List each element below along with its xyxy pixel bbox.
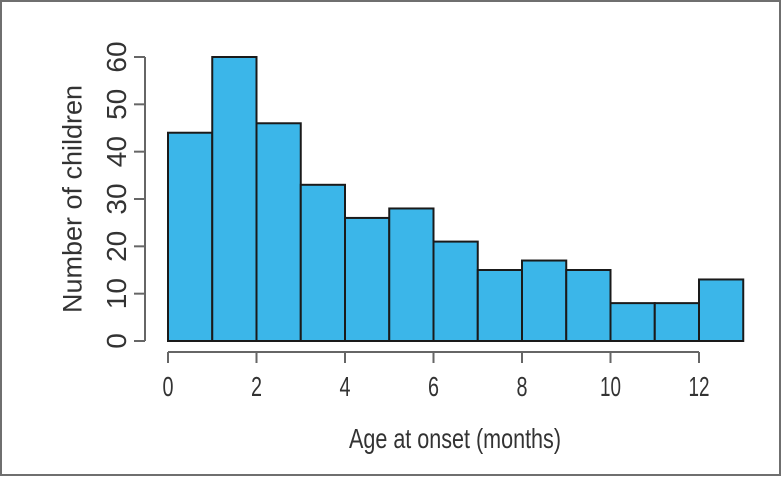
x-tick-label: 10 — [600, 371, 621, 402]
plot-area: 0 2 4 6 8 10 12 0 10 20 30 40 50 60 — [101, 41, 745, 402]
y-axis-title: Number of children — [57, 85, 87, 313]
histogram-bar — [565, 269, 612, 342]
x-tick-label: 8 — [517, 371, 528, 402]
y-tick-label: 10 — [101, 278, 132, 309]
histogram-bar — [299, 183, 346, 342]
histogram-bar — [698, 278, 745, 342]
y-tick-label: 0 — [101, 333, 132, 349]
y-tick-label: 40 — [101, 136, 132, 167]
histogram-bar — [432, 240, 479, 343]
x-tick-label: 6 — [428, 371, 439, 402]
x-tick-label: 12 — [689, 371, 710, 402]
histogram-bar — [476, 269, 523, 342]
y-tick-label: 20 — [101, 231, 132, 262]
histogram-bar — [653, 302, 700, 343]
histogram-bar — [255, 122, 302, 342]
histogram-bar — [388, 207, 435, 342]
histogram-bar — [211, 56, 258, 342]
histogram-bar — [167, 131, 214, 342]
y-tick-label: 60 — [101, 41, 132, 72]
histogram-bar — [344, 216, 391, 342]
y-tick-label: 50 — [101, 89, 132, 120]
x-tick-label: 2 — [251, 371, 262, 402]
x-axis-title: Age at onset (months) — [349, 423, 561, 454]
histogram-bar — [609, 302, 656, 343]
x-tick-label: 0 — [163, 371, 174, 402]
y-tick-label: 30 — [101, 183, 132, 214]
histogram-bar — [521, 259, 568, 342]
x-tick-label: 4 — [340, 371, 351, 402]
